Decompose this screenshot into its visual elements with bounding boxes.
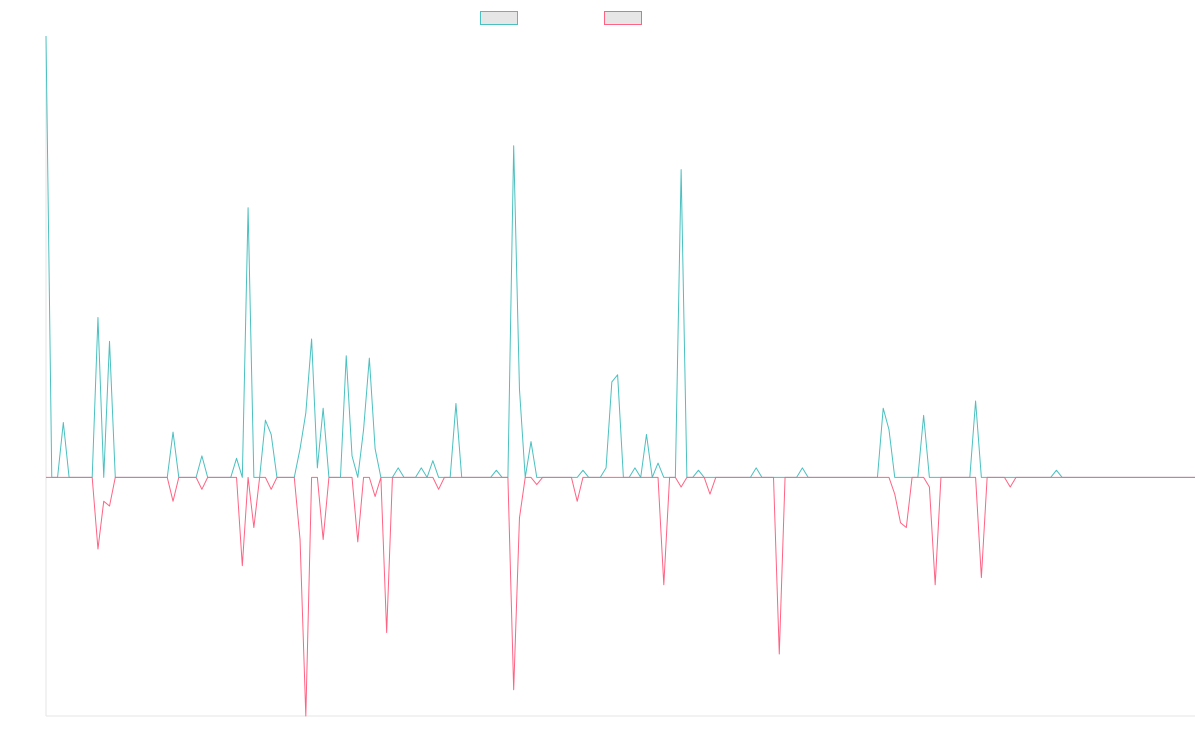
series-2-line <box>46 476 1195 717</box>
legend-swatch-series-2 <box>604 10 642 25</box>
legend-item-series-1[interactable] <box>480 9 518 26</box>
chart-legend <box>0 9 1200 27</box>
legend-swatch-series-1 <box>480 10 518 25</box>
series-1-line <box>45 35 1195 478</box>
legend-item-series-2[interactable] <box>604 9 642 26</box>
